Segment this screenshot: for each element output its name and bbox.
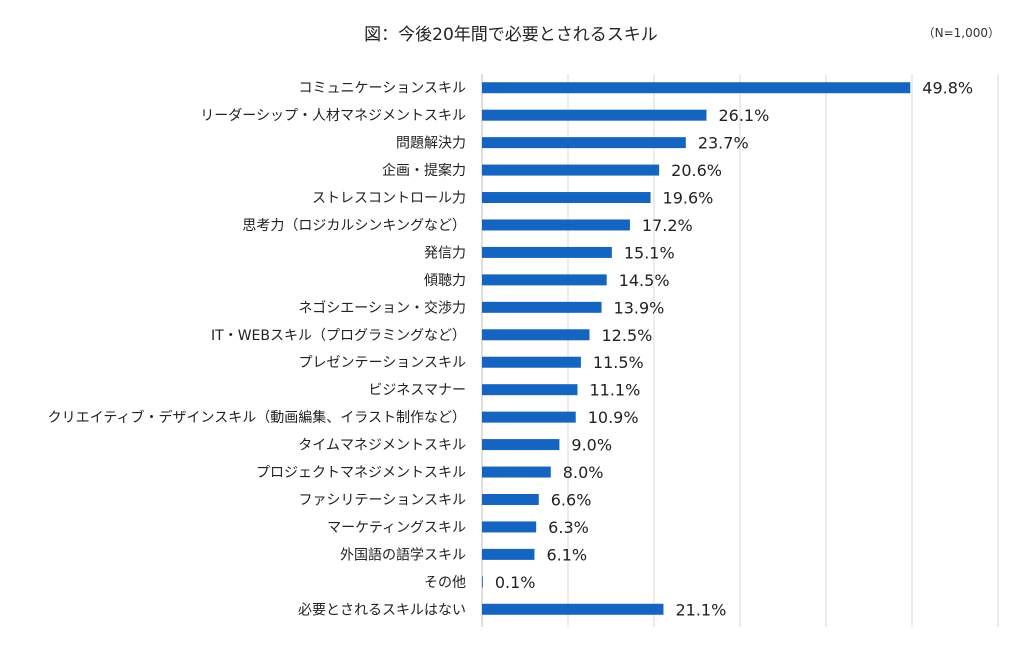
value-label: 6.3%: [548, 518, 589, 537]
bar: [482, 356, 581, 368]
bar: [482, 466, 551, 478]
value-labels: 49.8% 26.1% 23.7% 20.6% 19.6% 17.2% 15.1% 14.5%…: [495, 79, 973, 620]
category-label: マーケティングスキル: [327, 520, 466, 536]
category-label: タイムマネジメントスキル: [298, 438, 466, 454]
sample-size-note: （N=1,000）: [922, 26, 1000, 40]
category-label: ネゴシエーション・交渉力: [299, 299, 466, 316]
value-label: 9.0%: [571, 436, 612, 455]
value-label: 8.0%: [563, 463, 604, 482]
category-label: 企画・提案力: [382, 162, 466, 179]
value-label: 13.9%: [614, 298, 665, 317]
gridlines: [481, 74, 999, 627]
value-label: 6.6%: [551, 490, 592, 509]
value-label: 11.1%: [589, 381, 640, 400]
bar: [482, 137, 686, 149]
category-labels: コミュニケーションスキルリーダーシップ・人材マネジメントスキル問題解決力企画・提…: [48, 81, 466, 619]
category-label: その他: [424, 575, 466, 591]
chart-title: 図：今後20年間で必要とされるスキル: [364, 25, 658, 45]
value-label: 14.5%: [619, 271, 670, 290]
category-label: 必要とされるスキルはない: [298, 602, 466, 618]
bar: [482, 274, 607, 286]
value-label: 6.1%: [546, 545, 587, 564]
value-label: 15.1%: [624, 243, 675, 262]
bar: [482, 493, 539, 505]
value-label: 11.5%: [593, 353, 644, 372]
category-label: プレゼンテーションスキル: [299, 355, 466, 371]
bars: [482, 82, 911, 615]
category-label: リーダーシップ・人材マネジメントスキル: [200, 108, 466, 124]
category-label: 傾聴力: [424, 273, 466, 289]
bar: [482, 384, 578, 396]
bar: [482, 603, 664, 615]
category-label: 思考力（ロジカルシンキングなど）: [242, 218, 466, 234]
value-label: 19.6%: [663, 189, 714, 208]
value-label: 20.6%: [671, 161, 722, 180]
bar: [482, 82, 911, 94]
category-label: 発信力: [424, 245, 466, 261]
value-label: 10.9%: [588, 408, 639, 427]
bar: [482, 548, 535, 560]
bar: [482, 109, 707, 121]
value-label: 17.2%: [642, 216, 693, 235]
bar: [482, 439, 560, 451]
bar: [482, 246, 612, 258]
bar: [482, 576, 483, 588]
bar: [482, 219, 630, 231]
bar: [482, 521, 537, 533]
category-label: コミュニケーションスキル: [299, 81, 466, 97]
value-label: 12.5%: [602, 326, 653, 345]
category-label: ファシリテーションスキル: [299, 492, 466, 508]
value-label: 21.1%: [675, 600, 726, 619]
value-label: 49.8%: [922, 79, 973, 98]
value-label: 0.1%: [495, 573, 536, 592]
bar: [482, 192, 651, 204]
bar: [482, 164, 660, 176]
category-label: 外国語の語学スキル: [340, 547, 466, 563]
category-label: クリエイティブ・デザインスキル（動画編集、イラスト制作など）: [48, 409, 466, 426]
category-label: ストレスコントロール力: [312, 191, 466, 207]
value-label: 26.1%: [718, 106, 769, 125]
category-label: ビジネスマナー: [368, 383, 466, 399]
bar: [482, 301, 602, 313]
bar: [482, 411, 576, 423]
value-label: 23.7%: [698, 134, 749, 153]
category-label: IT・WEBスキル（プログラミングなど）: [211, 328, 466, 344]
category-label: プロジェクトマネジメントスキル: [256, 465, 466, 481]
category-label: 問題解決力: [396, 136, 466, 152]
bar: [482, 329, 590, 341]
